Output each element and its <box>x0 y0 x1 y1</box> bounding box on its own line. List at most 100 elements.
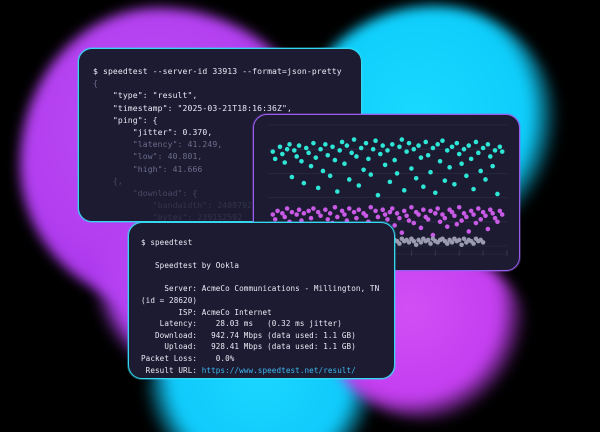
chart-point <box>471 212 476 217</box>
chart-point <box>325 152 331 158</box>
chart-point <box>354 154 359 159</box>
chart-point <box>478 217 484 222</box>
chart-point <box>449 240 455 245</box>
chart-point <box>449 209 455 215</box>
chart-point <box>435 142 440 147</box>
chart-point <box>294 154 299 159</box>
terminal-window-cli-result[interactable]: $ speedtest Speedtest by Ookla Server: A… <box>128 222 395 379</box>
result-row-value: AcmeCo Communications - Millington, TN <box>197 284 380 294</box>
chart-point <box>394 211 400 216</box>
chart-point <box>339 208 345 214</box>
chart-point <box>346 177 352 182</box>
chart-point <box>275 208 280 214</box>
chart-point <box>397 144 402 150</box>
chart-point <box>356 183 362 188</box>
chart-point <box>373 138 378 144</box>
chart-point <box>476 206 481 211</box>
chart-point <box>346 206 352 211</box>
chart-point <box>392 223 397 228</box>
result-row-value: 28.03 ms (0.32 ms jitter) <box>197 319 342 329</box>
chart-point <box>363 140 369 146</box>
chart-point <box>464 173 469 179</box>
chart-point <box>351 209 357 215</box>
result-url-label: Result URL: <box>141 365 198 375</box>
result-row-value: 928.41 Mbps (data used: 1.1 GB) <box>197 342 356 352</box>
chart-point <box>428 169 433 175</box>
chart-point <box>315 185 321 191</box>
chart-point <box>447 165 452 170</box>
chart-point <box>389 206 395 211</box>
json-line: "timestamp": "2025-03-21T18:16:36Z", <box>93 102 292 113</box>
chart-point <box>335 214 340 220</box>
chart-point <box>480 145 486 151</box>
chart-series-download <box>270 137 505 198</box>
chart-point <box>490 163 495 169</box>
chart-point <box>339 139 345 145</box>
chart-point <box>452 213 457 219</box>
chart-point <box>449 144 455 150</box>
result-row-value: 942.74 Mbps (data used: 1.1 GB) <box>197 330 356 340</box>
chart-point <box>308 163 314 169</box>
chart-point <box>394 171 400 176</box>
chart-point <box>425 217 431 222</box>
json-line: {, <box>93 175 123 186</box>
chart-point <box>330 144 335 150</box>
json-line: "ping": { <box>93 114 158 125</box>
result-url-link-line1[interactable]: https://www.speedtest.net/result/ <box>197 365 356 375</box>
chart-point <box>492 148 498 153</box>
chart-point <box>435 206 440 211</box>
result-row-value: AcmeCo Internet <box>197 307 272 317</box>
chart-point <box>289 209 295 215</box>
chart-point <box>461 236 467 242</box>
chart-point <box>282 214 288 220</box>
chart-point <box>425 152 431 158</box>
chart-point <box>337 148 342 153</box>
chart-point <box>423 139 429 145</box>
chart-point <box>459 161 464 167</box>
chart-point <box>342 212 347 217</box>
chart-point <box>466 143 472 148</box>
chart-point <box>380 207 386 212</box>
chart-point <box>454 221 460 227</box>
chart-point <box>487 154 493 159</box>
chart-point <box>421 184 426 190</box>
chart-point <box>303 145 309 151</box>
chart-point <box>418 155 424 160</box>
chart-point <box>320 168 326 174</box>
chart-point <box>473 220 479 226</box>
chart-point <box>406 140 412 146</box>
chart-point <box>487 207 493 212</box>
terminal-result-body: $ speedtest Speedtest by Ookla Server: A… <box>129 223 394 378</box>
json-line: "high": 41.666 <box>93 163 203 174</box>
chart-point <box>385 148 390 153</box>
json-line: "bytes": 239152592 <box>93 212 243 222</box>
chart-point <box>480 209 486 215</box>
chart-point <box>291 148 297 153</box>
terminal-json-body: $ speedtest --server-id 33913 --format=j… <box>79 49 361 222</box>
chart-point <box>411 220 417 226</box>
chart-point <box>437 219 443 225</box>
chart-point <box>418 240 424 245</box>
chart-point <box>440 138 445 144</box>
chart-point <box>284 206 290 211</box>
chart-point <box>416 212 421 217</box>
chart-point <box>437 159 443 164</box>
result-url-link-line2[interactable]: c/2d74ee56-a79b-4469-ba21-0cecc92c8bcb <box>141 377 319 378</box>
chart-point <box>499 149 505 154</box>
chart-point <box>444 241 450 246</box>
chart-point <box>382 162 388 168</box>
chart-point <box>342 161 347 167</box>
chart-point <box>454 140 460 146</box>
chart-point <box>361 167 366 173</box>
chart-point <box>421 207 426 212</box>
json-line: { <box>93 78 98 89</box>
shell-command: speedtest <box>150 238 193 247</box>
shell-prompt: $ <box>141 238 146 247</box>
chart-point <box>399 230 405 235</box>
json-output-lines: { "type": "result", "timestamp": "2025-0… <box>93 78 292 222</box>
chart-point <box>440 212 445 217</box>
chart-point <box>318 213 323 219</box>
chart-point <box>401 188 407 193</box>
chart-point <box>351 137 357 142</box>
chart-point <box>280 211 285 216</box>
